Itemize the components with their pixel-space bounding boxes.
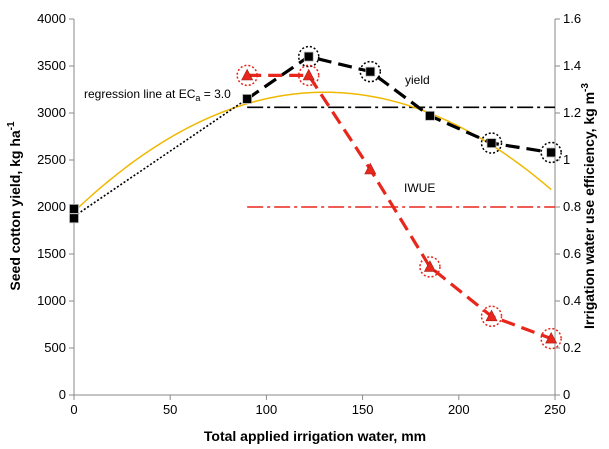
yield-point [69,203,79,214]
yield-point [242,94,253,104]
yield-label: yield [405,73,430,87]
y-axis-title-right-main: Irrigation water use efficiency, kg m [581,92,597,329]
yield-point-circle [297,45,320,68]
iwue-point-circle [236,64,258,87]
axes: 0 50 100 150 200 2500500100015002000250030003… [37,11,581,417]
yield-point-circle [480,132,503,154]
x-tick-label: 250 [544,402,566,417]
yield-point [365,66,376,77]
series-lines [246,55,552,341]
y-axis-title-left-sup: -1 [6,121,17,130]
y-right-tick-label: 0.2 [563,340,581,355]
y-left-tick-label: 1500 [37,246,66,261]
x-tick-label: 0 [70,402,77,417]
yield-point [425,110,435,121]
y-left-tick-label: 0 [59,387,66,402]
x-tick-label: 50 [163,402,177,417]
iwue-point [241,68,254,81]
y-left-tick-label: 4000 [37,11,66,26]
y-right-tick-label: 1.6 [563,11,581,26]
x-tick-label: 150 [352,402,374,417]
y-left-tick-label: 1000 [37,293,66,308]
y-left-tick-label: 3500 [37,58,66,73]
markers [69,45,562,350]
y-right-tick-label: 1.4 [563,58,581,73]
iwue-point-circle [540,327,562,350]
y-right-tick-label: 0.4 [563,293,581,308]
iwue-point-circle [480,305,503,328]
iwue-point [364,162,377,175]
y-right-tick-label: 1 [563,152,570,167]
yield-point [303,51,314,62]
y-right-tick-label: 0.8 [563,199,581,214]
x-tick-label: 100 [256,402,278,417]
iwue-point [545,331,558,344]
regression-annotation-prefix: regression line at EC [84,87,196,101]
regression-annotation-suffix: = 3.0 [200,87,231,101]
yield-point [486,138,497,148]
labels: regression line at ECa = 3.0 yield IWUE … [6,73,597,444]
y-left-tick-label: 3000 [37,105,66,120]
iwue-point [485,309,498,322]
iwue-point [302,68,315,81]
y-left-tick-label: 2000 [37,199,66,214]
iwue-point-circle [419,256,441,278]
yield-series-line [246,55,552,155]
yield-point [69,213,79,224]
iwue-series-line [247,73,552,341]
y-right-tick-label: 1.2 [563,105,581,120]
y-axis-title-right: Irrigation water use efficiency, kg m-3 [580,83,597,329]
regression-annotation-sub: a [195,93,200,103]
iwue-label: IWUE [404,181,435,195]
y-left-tick-label: 2500 [37,152,66,167]
y-right-tick-label: 0.6 [563,246,581,261]
y-axis-title-left: Seed cotton yield, kg ha-1 [6,121,23,291]
dotted-regression-line [73,98,248,218]
iwue-point [423,260,436,272]
y-left-tick-label: 500 [44,340,66,355]
x-axis-title: Total applied irrigation water, mm [204,428,426,444]
x-tick-label: 200 [448,402,470,417]
y-axis-title-left-main: Seed cotton yield, kg ha [7,130,23,290]
yield-point [546,147,557,158]
yield-point-circle [540,141,562,164]
y-axis-title-right-sup: -3 [580,83,591,92]
regression-annotation: regression line at ECa = 3.0 [84,87,231,103]
iwue-point-circle [297,64,320,87]
yield-point-circle [359,60,382,83]
y-right-tick-label: 0 [563,387,570,402]
reference-lines [247,106,555,208]
